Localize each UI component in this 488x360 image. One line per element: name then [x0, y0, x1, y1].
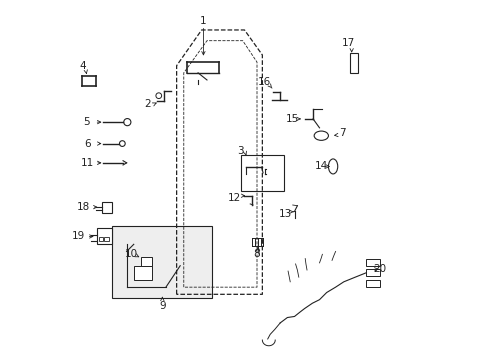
Text: 3: 3	[237, 146, 244, 156]
Text: 9: 9	[159, 301, 165, 311]
Text: 12: 12	[227, 193, 241, 203]
Text: 1: 1	[200, 16, 206, 26]
Bar	[365, 280, 379, 287]
Bar	[104, 237, 108, 242]
Text: 20: 20	[372, 264, 386, 274]
Bar	[102, 202, 111, 213]
Text: 16: 16	[258, 77, 271, 87]
Bar	[349, 53, 357, 73]
Text: 14: 14	[314, 161, 327, 171]
Text: 8: 8	[253, 249, 260, 259]
Text: 17: 17	[342, 38, 355, 48]
Bar	[99, 237, 103, 242]
Bar	[241, 155, 283, 191]
Text: 11: 11	[81, 158, 94, 168]
Text: 5: 5	[83, 117, 90, 127]
Text: 6: 6	[84, 139, 90, 149]
Text: 19: 19	[72, 231, 85, 242]
Bar	[365, 259, 379, 266]
Bar	[134, 266, 151, 280]
Text: 18: 18	[77, 202, 90, 212]
Text: 7: 7	[338, 128, 345, 138]
Text: 4: 4	[79, 61, 85, 71]
Bar	[112, 226, 212, 298]
Bar	[141, 257, 151, 266]
Bar	[365, 269, 379, 276]
Text: 15: 15	[285, 114, 298, 124]
Text: 10: 10	[124, 249, 137, 258]
Text: 2: 2	[144, 99, 150, 109]
Bar	[97, 228, 112, 244]
Text: 13: 13	[278, 208, 291, 219]
